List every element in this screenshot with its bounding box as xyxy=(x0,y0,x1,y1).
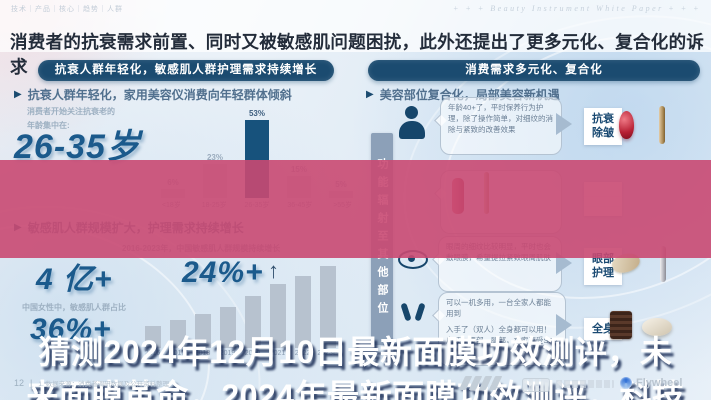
overlay-title-line-1: 猜测2024年12月10日最新面膜功效测评，未 xyxy=(38,334,673,370)
right-section-header: 消费需求多元化、复合化 xyxy=(368,60,700,81)
growth-chart-axis: 2016 2017 2018 2019 2020 2021 2022 2023E xyxy=(140,350,340,357)
bar-column xyxy=(315,266,340,348)
flow-arrow-icon xyxy=(556,113,572,135)
top-band xyxy=(0,0,711,52)
axis-tick-label: 2018 xyxy=(194,350,211,357)
page-title: 消费者的抗衰需求前置、同时又被敏感肌问题困扰，此外还提出了更多元化、复合化的诉求 xyxy=(10,31,705,77)
bar-value-label: 53% xyxy=(248,109,265,118)
axis-tick-label: 2016 xyxy=(144,350,161,357)
overlay-title-line-2: 来面膜革命，2024年最新面膜功效测评，科技 xyxy=(26,378,685,400)
product-brown-device xyxy=(610,311,632,339)
product-white-massager xyxy=(642,318,672,336)
footer-divider: | xyxy=(30,378,33,388)
watermark-badge-icon xyxy=(522,378,550,392)
stat-caption-age: 消费者开始关注抗衰老的 年龄集中在: xyxy=(27,107,115,130)
bar xyxy=(194,314,211,348)
bar-column xyxy=(240,296,265,348)
bar-column xyxy=(265,284,290,348)
bar xyxy=(144,326,161,348)
bar-column xyxy=(215,307,240,348)
white-paper-tagline: + + + Beauty Instrument White Paper + + … xyxy=(453,4,701,13)
axis-tick-label: 2023E xyxy=(317,350,338,357)
axis-tick-label: 2021 xyxy=(269,350,286,357)
flywheel-logo-icon xyxy=(620,377,632,389)
consumer-quote-1: 年龄40+了，平时保养行为护理，除了操作简单，对细纹的消除与紧致的改善效果 xyxy=(440,97,562,155)
footer-left: 12 | 1. 数据来源：消费者调研数据及公开资料整理 xyxy=(14,378,169,388)
axis-tick-label: 2017 xyxy=(169,350,186,357)
bar xyxy=(219,307,236,348)
axis-tick-label: 2019 xyxy=(219,350,236,357)
bar xyxy=(319,266,336,348)
page-number: 12 xyxy=(14,378,25,388)
consumer-quote-3: 可以一机多用，一台全家人都能用到 入手了（双人）全身都可以用！肩颈、腰部、腿部，… xyxy=(438,292,566,366)
bar xyxy=(294,276,311,348)
bar xyxy=(269,284,286,348)
watermark-text-illegible xyxy=(556,380,614,388)
category-box-antiaging: 抗衰除皱 xyxy=(584,108,622,145)
bar-column xyxy=(190,314,215,348)
flywheel-brand: Flywheel xyxy=(636,377,683,389)
footnote: 1. 数据来源：消费者调研数据及公开资料整理 xyxy=(38,381,170,388)
product-gold-pen xyxy=(659,106,665,144)
left-section-header: 抗衰人群年轻化，敏感肌人群护理需求持续增长 xyxy=(38,60,334,81)
triangle-bullet-icon: ▶ xyxy=(366,88,374,100)
stat-population: 4 亿+ xyxy=(36,263,113,296)
up-arrow-icon: ↑ xyxy=(268,258,279,283)
left-bullet-1: ▶ 抗衰人群年轻化，家用美容仪消费向年轻群体倾斜 xyxy=(14,86,292,103)
bar xyxy=(244,296,261,348)
meta-tags: 技术｜产品｜核心｜趋势｜人群 xyxy=(11,6,123,13)
person-icon xyxy=(398,106,426,142)
bar-column xyxy=(165,320,190,348)
axis-tick-label: 2020 xyxy=(244,350,261,357)
axis-tick-label: 2022 xyxy=(294,350,311,357)
growth-chart-bars xyxy=(140,260,340,348)
stat-cagr: 24%+ xyxy=(182,256,264,289)
product-red-device xyxy=(619,111,634,139)
stat-share: 36%+ xyxy=(30,313,112,346)
watermark-wordmark xyxy=(458,376,503,390)
hands-icon xyxy=(400,300,426,324)
left-bullet-1-text: 抗衰人群年轻化，家用美容仪消费向年轻群体倾斜 xyxy=(27,88,292,102)
stat-caption-share: 中国女性中，敏感肌人群占比 xyxy=(22,303,126,312)
product-silver-pen xyxy=(660,246,666,282)
flow-arrow-icon xyxy=(556,314,572,336)
overlay-banner: 猜测2024年12月10日最新面膜功效测评，未 来面膜革命，2024年最新面膜功… xyxy=(0,160,711,400)
triangle-bullet-icon: ▶ xyxy=(14,88,22,100)
stat-age-range: 26-35岁 xyxy=(14,128,141,166)
bar xyxy=(169,320,186,348)
bar-value-label: 23% xyxy=(206,153,223,162)
bar-column xyxy=(140,326,165,348)
bar-column xyxy=(290,276,315,348)
